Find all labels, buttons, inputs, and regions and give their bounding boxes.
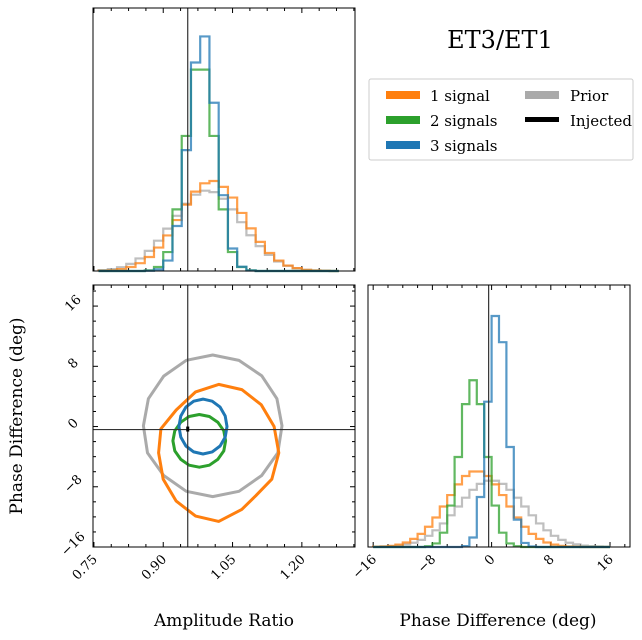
x-tick-label: 0.90 bbox=[139, 552, 170, 583]
contour-3-signals bbox=[177, 397, 229, 456]
contour-prior bbox=[141, 353, 284, 499]
panel-background bbox=[93, 8, 355, 271]
panel-frame bbox=[92, 7, 356, 272]
legend-swatch-3-signals bbox=[386, 141, 420, 149]
phase-marginal-panel bbox=[367, 284, 631, 549]
joint-panel bbox=[92, 284, 356, 548]
y-tick-label: 16 bbox=[62, 292, 84, 314]
panel-frame bbox=[92, 284, 356, 548]
x-tick-label: 1.05 bbox=[208, 552, 239, 583]
legend-label-prior: Prior bbox=[570, 87, 609, 105]
legend-label-1-signal: 1 signal bbox=[430, 87, 490, 105]
amplitude-tick-labels: 0.75 0.90 1.05 1.20 bbox=[70, 552, 309, 583]
x-tick-label: −8 bbox=[415, 552, 439, 576]
x-tick-label: 1.20 bbox=[278, 552, 309, 583]
y-tick-label: 8 bbox=[65, 356, 81, 372]
legend-label-injected: Injected bbox=[570, 112, 632, 130]
legend-box bbox=[368, 78, 634, 161]
chart-title: ET3/ET1 bbox=[447, 26, 553, 54]
x-tick-label: −16 bbox=[350, 552, 380, 582]
x-axis-label-phase: Phase Difference (deg) bbox=[399, 611, 596, 631]
legend-label-3-signals: 3 signals bbox=[430, 137, 498, 155]
x-axis-label-amplitude: Amplitude Ratio bbox=[153, 611, 294, 631]
x-tick-label: 0 bbox=[482, 552, 498, 568]
x-tick-label: 8 bbox=[541, 552, 557, 568]
amplitude-marginal-panel bbox=[92, 7, 356, 273]
legend: 1 signal 2 signals 3 signals Prior Injec… bbox=[368, 78, 634, 161]
legend-swatch-1-signal bbox=[386, 91, 420, 99]
legend-swatch-2-signals bbox=[386, 116, 420, 124]
legend-label-2-signals: 2 signals bbox=[430, 112, 498, 130]
panel-frame bbox=[367, 284, 631, 548]
injected-marker bbox=[186, 426, 190, 432]
x-tick-label: 16 bbox=[595, 552, 617, 574]
y-tick-label: −16 bbox=[59, 530, 89, 560]
phase-y-tick-labels: −16 −8 0 8 16 bbox=[59, 292, 89, 559]
y-tick-label: 0 bbox=[65, 416, 81, 432]
legend-swatch-prior bbox=[525, 91, 559, 99]
y-tick-label: −8 bbox=[61, 472, 85, 496]
phase-x-tick-labels: −16 −8 0 8 16 bbox=[350, 552, 617, 582]
contour-2-signals bbox=[171, 413, 228, 469]
x-tick-label: 0.75 bbox=[70, 552, 101, 583]
contour-1-signal bbox=[157, 382, 281, 523]
legend-swatch-injected bbox=[525, 117, 559, 122]
y-axis-label-phase: Phase Difference (deg) bbox=[7, 317, 27, 514]
